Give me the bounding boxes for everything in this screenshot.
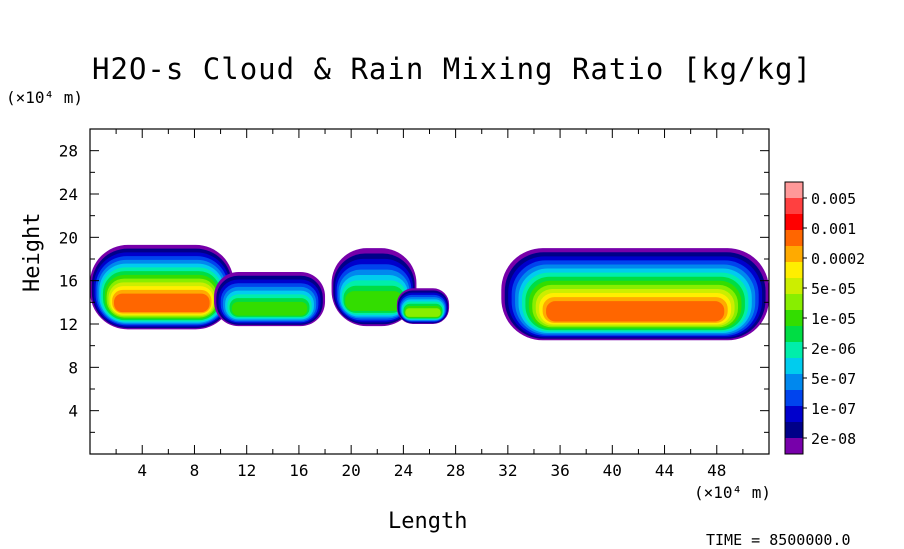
contour-band bbox=[345, 291, 403, 311]
x-tick-label: 28 bbox=[446, 461, 465, 480]
colorbar-swatch bbox=[785, 246, 803, 262]
contour-band bbox=[546, 301, 725, 322]
chart-title: H2O-s Cloud & Rain Mixing Ratio [kg/kg] bbox=[92, 52, 812, 86]
contour-band bbox=[405, 308, 441, 317]
colorbar-swatch bbox=[785, 310, 803, 326]
x-tick-label: 4 bbox=[137, 461, 147, 480]
cloud-region bbox=[90, 244, 234, 330]
colorbar-swatch bbox=[785, 262, 803, 278]
colorbar-swatch bbox=[785, 422, 803, 438]
colorbar-label: 2e-06 bbox=[811, 340, 856, 358]
colorbar-label: 1e-07 bbox=[811, 400, 856, 418]
cloud-region bbox=[396, 288, 450, 324]
x-tick-label: 48 bbox=[707, 461, 726, 480]
colorbar-swatch bbox=[785, 230, 803, 246]
contour-band bbox=[231, 301, 308, 316]
y-tick-label: 28 bbox=[59, 142, 78, 161]
colorbar-label: 2e-08 bbox=[811, 430, 856, 448]
colorbar-label: 0.005 bbox=[811, 190, 856, 208]
cloud-region bbox=[331, 248, 417, 327]
cloud-region bbox=[214, 272, 326, 327]
x-tick-label: 36 bbox=[550, 461, 569, 480]
x-tick-label: 16 bbox=[289, 461, 308, 480]
colorbar-swatch bbox=[785, 198, 803, 214]
contour-fields bbox=[90, 244, 769, 341]
colorbar-swatch bbox=[785, 326, 803, 342]
colorbar-swatch bbox=[785, 374, 803, 390]
cloud-region bbox=[501, 248, 769, 341]
x-tick-label: 12 bbox=[237, 461, 256, 480]
colorbar-swatch bbox=[785, 342, 803, 358]
colorbar-swatch bbox=[785, 406, 803, 422]
x-tick-label: 20 bbox=[342, 461, 361, 480]
x-tick-label: 24 bbox=[394, 461, 413, 480]
colorbar-label: 0.0002 bbox=[811, 250, 865, 268]
contour-band bbox=[114, 293, 210, 313]
colorbar-swatch bbox=[785, 214, 803, 230]
colorbar-swatch bbox=[785, 278, 803, 294]
x-tick-label: 44 bbox=[655, 461, 674, 480]
colorbar-label: 5e-05 bbox=[811, 280, 856, 298]
colorbar-swatch bbox=[785, 438, 803, 454]
x-tick-label: 8 bbox=[190, 461, 200, 480]
y-tick-label: 4 bbox=[68, 402, 78, 421]
colorbar-swatch bbox=[785, 358, 803, 374]
x-axis-unit: (×10⁴ m) bbox=[694, 483, 772, 502]
colorbar-legend: 0.005 0.001 0.0002 5e-05 1e-05 2e-06 5e-07 1e-0… bbox=[784, 181, 865, 455]
colorbar-swatch bbox=[785, 182, 803, 198]
colorbar-swatch bbox=[785, 390, 803, 406]
x-tick-label: 40 bbox=[603, 461, 622, 480]
y-tick-label: 24 bbox=[59, 185, 78, 204]
x-axis-label: Length bbox=[388, 509, 468, 534]
x-tick-label: 32 bbox=[498, 461, 517, 480]
colorbar-label: 1e-05 bbox=[811, 310, 856, 328]
y-tick-label: 8 bbox=[68, 358, 78, 377]
y-tick-label: 20 bbox=[59, 228, 78, 247]
y-axis-unit: (×10⁴ m) bbox=[6, 88, 84, 107]
y-tick-label: 12 bbox=[59, 315, 78, 334]
colorbar-swatch bbox=[785, 294, 803, 310]
colorbar-label: 0.001 bbox=[811, 220, 856, 238]
y-tick-label: 16 bbox=[59, 272, 78, 291]
colorbar-label: 5e-07 bbox=[811, 370, 856, 388]
